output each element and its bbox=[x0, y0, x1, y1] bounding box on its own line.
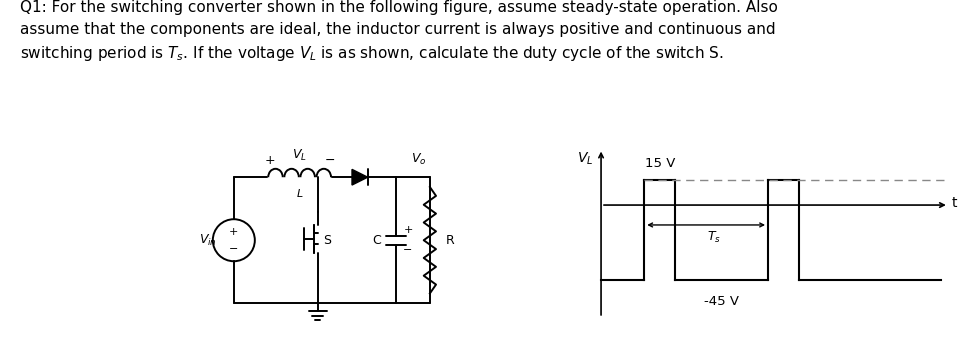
Text: $T_s$: $T_s$ bbox=[707, 230, 721, 245]
Text: +: + bbox=[229, 227, 238, 237]
Text: S: S bbox=[323, 234, 332, 247]
Text: 15 V: 15 V bbox=[644, 157, 675, 170]
Text: −: − bbox=[229, 244, 238, 254]
Text: $V_L$: $V_L$ bbox=[577, 150, 593, 167]
Text: C: C bbox=[372, 234, 381, 247]
Text: +: + bbox=[264, 153, 275, 167]
Text: −: − bbox=[324, 153, 335, 167]
Text: −: − bbox=[403, 245, 413, 255]
Text: +: + bbox=[403, 225, 413, 236]
Text: t: t bbox=[952, 196, 957, 210]
Text: -45 V: -45 V bbox=[704, 295, 739, 308]
Text: R: R bbox=[445, 234, 454, 247]
Text: Q1: For the switching converter shown in the following figure, assume steady-sta: Q1: For the switching converter shown in… bbox=[20, 0, 778, 63]
Text: $V_o$: $V_o$ bbox=[411, 152, 427, 167]
Text: L: L bbox=[297, 189, 303, 199]
Text: $V_{in}$: $V_{in}$ bbox=[199, 233, 217, 248]
Text: $V_L$: $V_L$ bbox=[292, 148, 307, 163]
Polygon shape bbox=[352, 169, 368, 185]
